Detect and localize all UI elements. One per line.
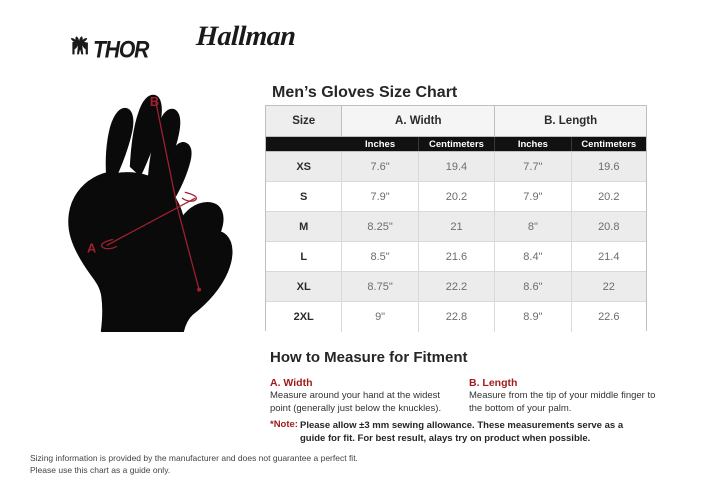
svg-text:B: B (150, 94, 159, 109)
svg-text:A: A (87, 240, 96, 255)
